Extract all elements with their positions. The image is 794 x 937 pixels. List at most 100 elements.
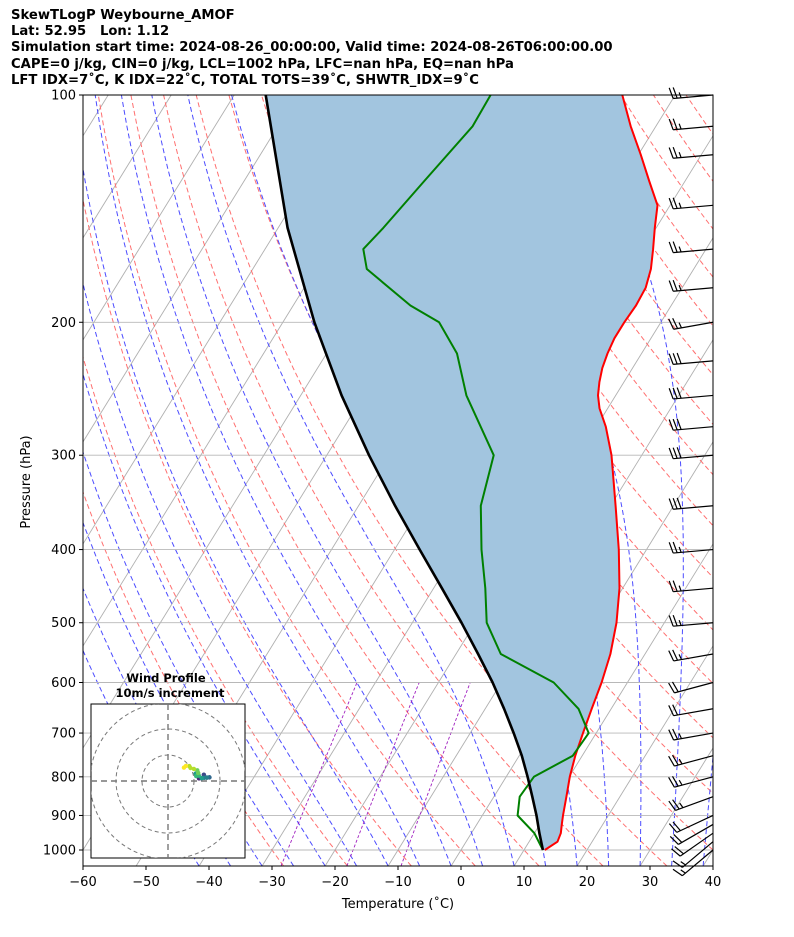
moist-adiabat <box>151 95 484 866</box>
x-tick-label: 0 <box>457 875 465 890</box>
x-tick-label: −40 <box>195 875 222 890</box>
barb-feather <box>672 241 678 253</box>
barb-feather <box>672 799 680 810</box>
barb-feather <box>672 317 679 329</box>
barb-feather <box>669 835 679 845</box>
x-tick-label: 40 <box>705 875 722 890</box>
y-tick-label: 900 <box>51 809 76 824</box>
barb-feather <box>668 777 675 788</box>
x-tick-label: 30 <box>642 875 659 890</box>
stability-info-1: CAPE=0 j/kg, CIN=0 j/kg, LCL=1002 hPa, L… <box>11 56 514 72</box>
x-tick-label: −60 <box>69 875 96 890</box>
barb-feather <box>668 823 678 833</box>
barb-staff <box>673 125 714 131</box>
wind-barb <box>668 418 714 431</box>
barb-feather <box>672 614 678 627</box>
barb-feather <box>676 497 682 509</box>
barb-staff <box>675 796 714 811</box>
barb-feather <box>672 704 679 716</box>
x-tick-label: −10 <box>384 875 411 890</box>
wind-barb <box>672 849 714 877</box>
barb-half-feather <box>678 779 683 786</box>
wind-barb <box>668 796 714 811</box>
moist-adiabat <box>187 95 515 866</box>
dry-adiabat <box>719 95 794 866</box>
dry-adiabat <box>489 95 713 426</box>
barb-feather <box>668 447 674 459</box>
barb-staff <box>673 287 714 292</box>
dry-adiabat <box>83 197 412 866</box>
wind-barb <box>668 649 714 662</box>
barb-feather <box>668 705 675 716</box>
wind-barb <box>668 681 714 694</box>
location: Lat: 52.95 Lon: 1.12 <box>11 24 170 40</box>
wind-barb <box>671 832 714 857</box>
barb-staff <box>674 776 714 788</box>
dry-adiabat <box>424 95 713 527</box>
wind-barb <box>668 197 714 210</box>
barb-feather <box>676 418 682 430</box>
barb-feather <box>672 418 678 431</box>
barb-half-feather <box>678 322 683 329</box>
barb-feather <box>676 387 682 399</box>
isotherm <box>702 849 713 866</box>
wind-barb <box>668 387 714 400</box>
barb-staff <box>673 394 714 400</box>
barb-feather <box>668 682 675 694</box>
mixing-ratio-line <box>280 682 358 866</box>
barb-feather <box>673 833 683 843</box>
barb-feather <box>672 821 681 832</box>
x-tick-label: 20 <box>579 875 596 890</box>
wind-barb <box>668 279 714 292</box>
barb-half-feather <box>678 123 682 130</box>
hodograph: Wind Profile 10m/s increment <box>90 671 246 859</box>
barb-feather <box>672 147 678 159</box>
dry-adiabat <box>652 95 713 183</box>
x-tick-label: −50 <box>132 875 159 890</box>
barb-half-feather <box>679 802 684 809</box>
barb-half-feather <box>678 619 682 626</box>
barb-half-feather <box>678 546 682 553</box>
barb-feather <box>672 580 678 592</box>
dry-adiabat <box>97 95 476 866</box>
wind-barb <box>668 541 714 554</box>
barb-staff <box>674 755 714 767</box>
barb-feather <box>671 754 679 766</box>
wind-barb <box>668 776 714 788</box>
barb-staff <box>676 814 714 833</box>
barb-feather <box>668 729 675 741</box>
moist-adiabat <box>83 649 200 866</box>
x-axis-label: Temperature (˚C) <box>341 896 454 912</box>
wind-barb <box>668 241 714 254</box>
hodograph-point <box>195 768 200 773</box>
dry-adiabat <box>83 355 348 866</box>
barb-feather <box>672 541 678 553</box>
barb-half-feather <box>678 654 683 660</box>
wind-barb <box>668 728 714 741</box>
wind-barb <box>668 87 714 100</box>
x-tick-label: −30 <box>258 875 285 890</box>
barb-staff <box>673 426 714 431</box>
wind-barb <box>668 754 714 767</box>
mixing-ratio-line <box>346 682 420 866</box>
wind-barbs <box>668 87 714 877</box>
barb-feather <box>672 728 679 740</box>
x-tick-label: −20 <box>321 875 348 890</box>
barb-feather <box>668 800 676 811</box>
barb-staff <box>681 849 714 877</box>
barb-feather <box>668 118 674 130</box>
barb-half-feather <box>680 861 686 866</box>
dry-adiabat <box>130 95 540 866</box>
barb-staff <box>673 622 714 627</box>
barb-staff <box>673 454 714 460</box>
barb-staff <box>673 505 714 510</box>
barb-feather <box>671 776 679 787</box>
hodograph-title: Wind Profile <box>126 671 206 685</box>
dry-adiabat <box>685 95 713 135</box>
cape-cin-shading <box>265 95 658 850</box>
isotherm <box>513 543 713 866</box>
wind-barb <box>668 147 714 159</box>
barb-feather <box>671 848 681 857</box>
barb-half-feather <box>680 869 686 874</box>
